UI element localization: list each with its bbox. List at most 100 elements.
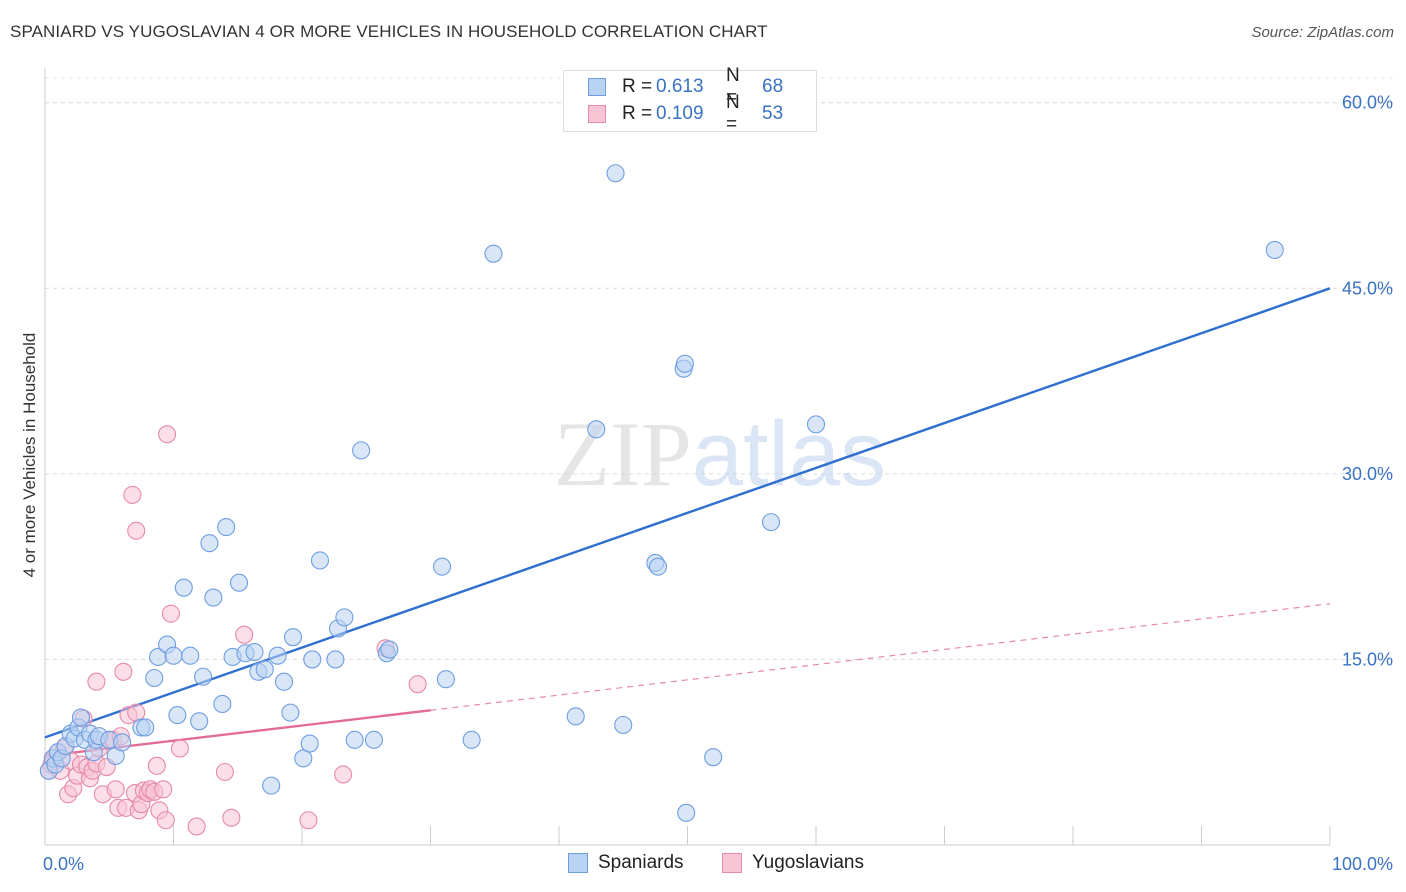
point-spaniards (303, 650, 322, 669)
series-legend-yugoslavians[interactable]: Yugoslavians (722, 852, 864, 874)
point-spaniards (806, 415, 826, 434)
point-spaniards (300, 734, 319, 753)
gridlines (45, 77, 1395, 660)
point-yugoslavians (334, 765, 353, 784)
point-spaniards (606, 164, 625, 183)
point-spaniards (283, 628, 303, 647)
series-swatch-blue (568, 853, 588, 873)
point-spaniards (164, 646, 183, 665)
data-points (39, 164, 1284, 836)
point-spaniards (614, 715, 633, 735)
point-spaniards (217, 518, 236, 537)
x-tick-label-max: 100.0% (1332, 854, 1393, 874)
point-spaniards (484, 244, 503, 263)
point-spaniards (145, 668, 164, 688)
legend-r-value: 0.613 (656, 76, 704, 97)
series-label-yugoslavians: Yugoslavians (752, 852, 864, 873)
point-spaniards (181, 646, 200, 665)
point-spaniards (194, 667, 213, 686)
source-credit: Source: ZipAtlas.com (1251, 24, 1394, 41)
point-spaniards (200, 534, 219, 553)
point-spaniards (245, 642, 264, 662)
point-spaniards (345, 730, 364, 749)
point-yugoslavians (106, 780, 125, 799)
series-swatch-pink (722, 853, 742, 873)
point-spaniards (364, 730, 384, 749)
point-yugoslavians (147, 756, 166, 775)
legend-swatch-pink (588, 105, 606, 123)
point-spaniards (704, 748, 723, 767)
point-spaniards (168, 706, 187, 725)
point-spaniards (310, 551, 330, 570)
legend-n-value: 53 (762, 103, 784, 124)
series-label-spaniards: Spaniards (598, 852, 684, 873)
point-yugoslavians (114, 662, 133, 681)
point-yugoslavians (123, 485, 142, 504)
point-spaniards (380, 640, 399, 659)
point-spaniards (204, 588, 223, 607)
legend-r-label: R = (622, 103, 653, 124)
point-spaniards (587, 420, 606, 439)
point-yugoslavians (127, 521, 146, 540)
point-yugoslavians (187, 817, 206, 836)
y-tick-label: 45.0% (1342, 278, 1393, 298)
legend-n-value: 68 (762, 76, 784, 97)
point-yugoslavians (222, 808, 241, 827)
watermark: ZIPatlas (554, 403, 886, 505)
legend-r-label: R = (622, 76, 653, 97)
point-yugoslavians (408, 675, 427, 694)
point-spaniards (675, 354, 694, 373)
point-spaniards (213, 694, 232, 714)
point-yugoslavians (158, 425, 177, 444)
tick-labels: 15.0% 30.0% 45.0% 60.0% 0.0% 100.0% (43, 93, 1393, 874)
trend-line-extension-yugoslavians (430, 603, 1331, 711)
watermark-zip: ZIP (554, 403, 692, 505)
legend-n-label: N = (726, 92, 740, 135)
y-tick-label: 60.0% (1342, 93, 1393, 113)
point-spaniards (433, 557, 452, 576)
y-tick-label: 30.0% (1342, 464, 1393, 484)
point-spaniards (352, 441, 371, 460)
series-legend-spaniards[interactable]: Spaniards (568, 852, 684, 874)
point-spaniards (677, 803, 696, 822)
point-spaniards (281, 703, 300, 722)
series-legend: Spaniards Yugoslavians (0, 852, 1406, 878)
point-yugoslavians (170, 739, 189, 758)
point-spaniards (761, 513, 781, 532)
correlation-legend: R = 0.613 N = 68 R = 0.109 N = 53 (563, 65, 817, 135)
point-spaniards (255, 660, 274, 679)
chart-title: SPANIARD VS YUGOSLAVIAN 4 OR MORE VEHICL… (10, 22, 768, 41)
legend-row-yugoslavians: R = 0.109 N = 53 (588, 92, 832, 135)
point-spaniards (1265, 240, 1284, 260)
point-spaniards (268, 646, 287, 665)
point-yugoslavians (87, 672, 106, 691)
point-yugoslavians (154, 780, 173, 799)
point-spaniards (566, 707, 585, 726)
point-spaniards (335, 608, 354, 627)
axes (44, 68, 1331, 846)
legend-r-value: 0.109 (656, 103, 704, 124)
point-yugoslavians (156, 811, 175, 830)
point-yugoslavians (299, 811, 318, 830)
point-spaniards (190, 712, 209, 731)
point-spaniards (262, 776, 281, 795)
legend-n-label: N = (726, 65, 740, 108)
point-spaniards (326, 650, 345, 669)
point-spaniards (71, 708, 91, 727)
point-spaniards (462, 730, 481, 749)
point-yugoslavians (215, 762, 234, 782)
legend-swatch-blue (588, 78, 606, 96)
point-spaniards (274, 672, 294, 691)
point-yugoslavians (235, 625, 254, 644)
point-spaniards (174, 578, 193, 597)
point-yugoslavians (161, 604, 180, 623)
point-spaniards (136, 718, 155, 737)
point-spaniards (113, 733, 132, 752)
point-spaniards (648, 557, 667, 576)
legend-row-spaniards: R = 0.613 N = 68 (588, 65, 832, 108)
point-spaniards (436, 670, 455, 689)
x-tick-label-min: 0.0% (43, 854, 84, 874)
y-tick-label: 15.0% (1342, 649, 1393, 669)
point-spaniards (229, 573, 249, 592)
